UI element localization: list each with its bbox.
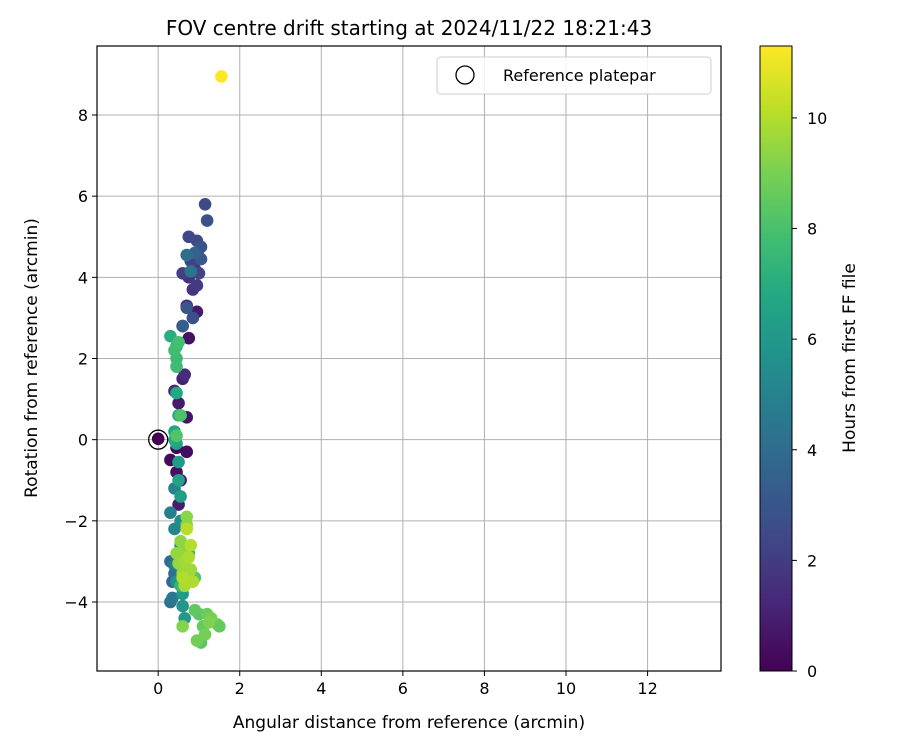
y-tick-label: 8: [78, 106, 88, 125]
data-point: [172, 335, 185, 349]
colorbar-tick-label: 4: [807, 441, 817, 460]
data-point: [184, 538, 198, 552]
data-point: [184, 563, 198, 576]
data-point: [190, 279, 204, 292]
x-tick-label: 0: [153, 679, 163, 698]
y-tick-label: 2: [78, 350, 88, 369]
x-tick-label: 4: [316, 679, 326, 698]
data-point: [164, 506, 177, 520]
y-tick-label: 0: [78, 431, 88, 450]
data-point: [202, 615, 216, 629]
data-point: [170, 429, 183, 442]
y-tick-label: 4: [78, 268, 88, 287]
data-point: [180, 248, 194, 262]
data-point: [186, 575, 200, 589]
data-point: [180, 301, 194, 315]
data-point: [176, 319, 189, 333]
data-point: [176, 599, 189, 613]
colorbar-label: Hours from first FF file: [840, 263, 860, 453]
data-point: [170, 386, 183, 400]
legend-box: [436, 56, 712, 95]
data-point: [174, 409, 187, 422]
legend: Reference platepar: [436, 56, 712, 95]
x-tick-label: 8: [479, 679, 489, 698]
colorbar-tick-label: 2: [807, 551, 817, 570]
x-tick-label: 10: [556, 679, 576, 698]
colorbar: [759, 45, 793, 672]
data-point: [172, 473, 185, 487]
data-point: [182, 551, 196, 564]
data-point: [215, 70, 228, 83]
reference-marker: [148, 429, 169, 450]
data-point: [188, 603, 202, 617]
chart-title: FOV centre drift starting at 2024/11/22 …: [166, 16, 652, 40]
data-point: [186, 311, 200, 325]
data-point: [166, 591, 179, 605]
data-point: [151, 432, 165, 446]
x-tick-label: 6: [398, 679, 408, 698]
x-axis-label: Angular distance from reference (arcmin): [233, 713, 585, 733]
reference-platepar-marker: [148, 429, 169, 450]
data-point: [198, 628, 212, 641]
y-tick-label: −4: [64, 593, 88, 612]
x-tick-label: 12: [637, 679, 657, 698]
data-point: [180, 445, 194, 459]
colorbar-tick-label: 0: [807, 662, 817, 681]
colorbar-tick-label: 6: [807, 330, 817, 349]
data-point: [170, 547, 183, 560]
data-point: [176, 571, 189, 584]
y-axis-label: Rotation from reference (arcmin): [22, 218, 42, 498]
data-point: [176, 620, 189, 633]
axis-ticks: 0 2 4 6 8 10 12 −4 −2 0 2 4 6 8: [64, 106, 657, 698]
legend-marker-icon: [455, 65, 475, 85]
data-point: [180, 522, 194, 536]
y-tick-label: −2: [64, 512, 88, 531]
y-tick-label: 6: [78, 187, 88, 206]
data-point: [174, 490, 187, 503]
data-point: [170, 360, 183, 373]
data-point: [178, 368, 191, 382]
data-point: [172, 455, 185, 469]
colorbar-tick-label: 8: [807, 220, 817, 239]
data-point: [182, 331, 196, 345]
data-point: [198, 197, 212, 211]
data-point: [184, 264, 198, 278]
legend-label: Reference platepar: [503, 66, 656, 85]
colorbar-ticks: 0 2 4 6 8 10: [792, 109, 827, 681]
data-point: [200, 214, 214, 227]
colorbar-tick-label: 10: [807, 109, 827, 128]
data-points: [151, 70, 228, 649]
data-point: [213, 620, 226, 633]
data-point: [172, 396, 185, 410]
x-tick-label: 2: [235, 679, 245, 698]
